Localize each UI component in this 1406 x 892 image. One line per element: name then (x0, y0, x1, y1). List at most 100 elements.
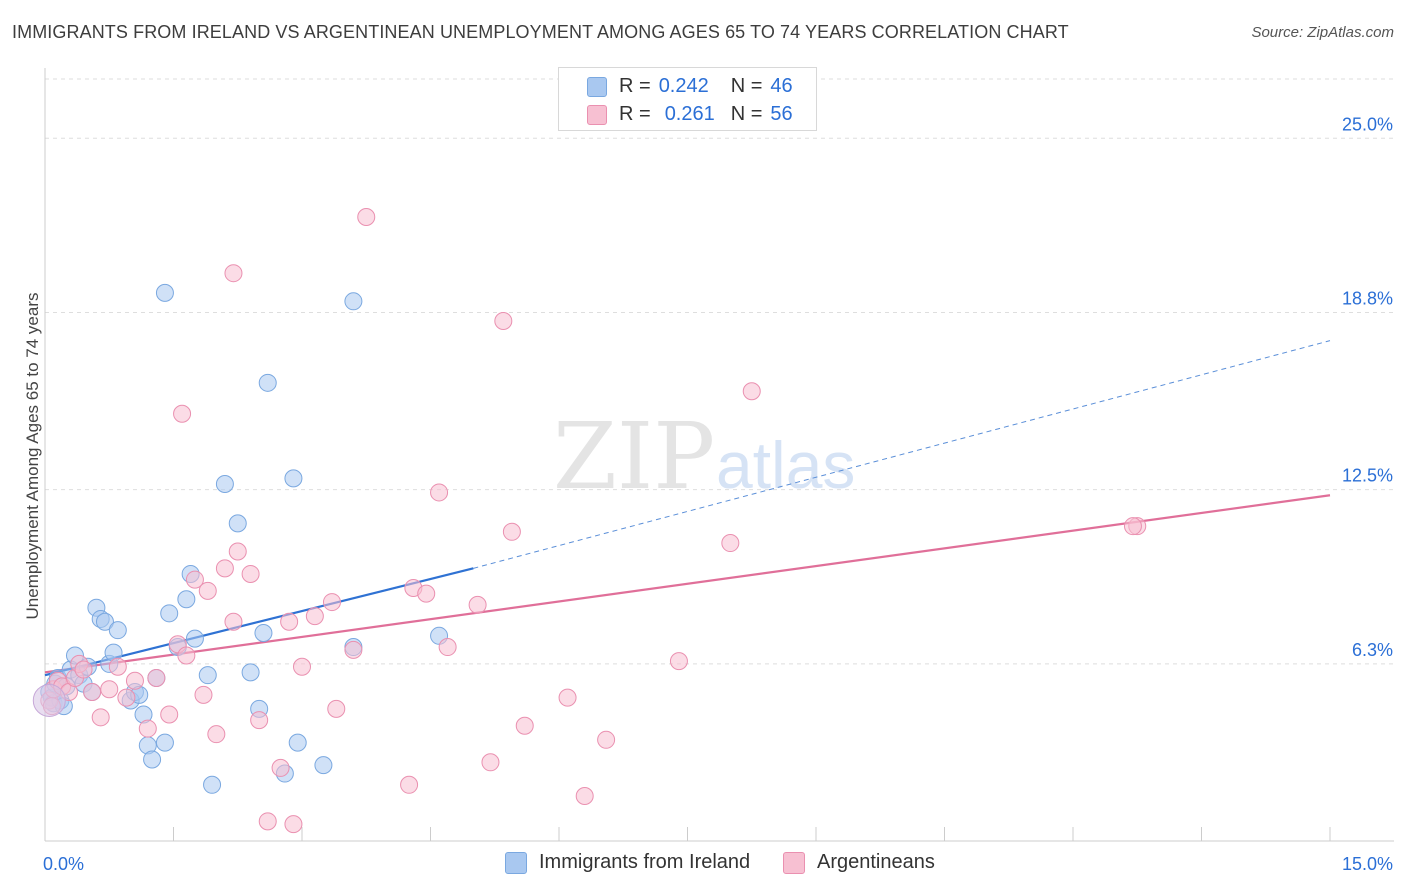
data-point-argentineans (215, 559, 234, 578)
data-point-argentineans (194, 685, 213, 704)
data-point-argentineans (74, 660, 93, 679)
data-point-ireland (254, 623, 273, 642)
data-point-ireland (314, 756, 333, 775)
legend-n-value: 56 (770, 102, 793, 125)
data-point-argentineans (575, 787, 594, 806)
data-point-argentineans (100, 680, 119, 699)
data-point-argentineans (280, 612, 299, 631)
legend-r-value: 0.261 (664, 102, 715, 125)
data-point-argentineans (160, 705, 179, 724)
data-point-argentineans (258, 812, 277, 831)
watermark-atlas: atlas (716, 428, 855, 502)
x-tick-labels: 0.0% 15.0% (43, 854, 1393, 874)
data-point-argentineans (185, 570, 204, 589)
trend-line-argentineans (44, 494, 1331, 674)
data-point-argentineans (91, 708, 110, 727)
x-tick-label: 15.0% (1342, 854, 1393, 874)
y-tick-label: 25.0% (1342, 114, 1393, 134)
watermark-zip: ZIP (553, 403, 715, 510)
data-point-ireland (344, 292, 363, 311)
data-point-argentineans (344, 640, 363, 659)
y-tick-label: 18.8% (1342, 289, 1393, 309)
data-point-argentineans (83, 683, 102, 702)
bottom-legend-swatch-argentineans (783, 851, 805, 874)
data-point-cluster (32, 683, 66, 717)
data-point-ireland (185, 629, 204, 648)
data-point-ireland (160, 604, 179, 623)
data-point-ireland (228, 514, 247, 533)
data-point-argentineans (284, 815, 303, 834)
legend-row-ireland: R = 0.242 N = 46 (619, 73, 793, 99)
data-point-ireland (203, 775, 222, 794)
chart-source: Source: ZipAtlas.com (1251, 24, 1394, 41)
legend-n-label: N = (730, 74, 763, 97)
data-point-argentineans (597, 730, 616, 749)
y-tick-label: 12.5% (1342, 466, 1393, 486)
data-point-argentineans (438, 638, 457, 657)
bottom-legend-swatch-ireland (505, 851, 527, 874)
data-point-argentineans (117, 688, 136, 707)
data-point-ireland (177, 590, 196, 609)
legend-r-label: R = (619, 102, 651, 125)
data-point-ireland (288, 733, 307, 752)
data-point-ireland (95, 612, 114, 631)
data-point-argentineans (481, 753, 500, 772)
data-point-argentineans (125, 671, 144, 690)
data-point-argentineans (271, 758, 290, 777)
legend-row-argentineans: R = 0.261 N = 56 (619, 101, 793, 127)
y-tick-label: 6.3% (1352, 640, 1393, 660)
legend-n-label: N = (730, 102, 763, 125)
bottom-legend-argentineans: Argentineans (783, 851, 935, 874)
data-point-argentineans (293, 657, 311, 676)
data-point-ireland (108, 621, 127, 640)
data-point-ireland (215, 475, 234, 494)
data-point-argentineans (515, 716, 534, 735)
data-point-argentineans (108, 657, 127, 676)
data-point-argentineans (742, 382, 761, 401)
data-point-argentineans (558, 688, 577, 707)
y-axis-label: Unemployment Among Ages 65 to 74 years (23, 293, 42, 620)
data-point-argentineans (468, 595, 487, 614)
data-points (32, 207, 1147, 834)
data-point-argentineans (417, 584, 436, 603)
data-point-argentineans (177, 646, 196, 665)
data-point-argentineans (327, 699, 346, 718)
bottom-legend-label-argentineans: Argentineans (817, 851, 935, 873)
data-point-ireland (155, 733, 174, 752)
data-point-ireland (198, 666, 217, 685)
data-point-argentineans (207, 725, 226, 744)
data-point-argentineans (721, 534, 740, 553)
legend-r-label: R = (619, 74, 651, 97)
legend-r-value: 0.242 (658, 74, 709, 97)
data-point-ireland (143, 750, 162, 769)
data-point-ireland (258, 373, 277, 392)
data-point-argentineans (224, 612, 243, 631)
data-point-argentineans (228, 542, 247, 561)
y-tick-labels: 6.3% 12.5% 18.8% 25.0% (1342, 114, 1393, 660)
data-point-argentineans (241, 564, 260, 583)
data-point-ireland (241, 663, 260, 682)
data-point-argentineans (305, 607, 324, 626)
axes (44, 68, 1394, 842)
watermark: ZIP atlas (553, 403, 855, 510)
chart-title: IMMIGRANTS FROM IRELAND VS ARGENTINEAN U… (12, 22, 1069, 42)
legend: R = 0.242 N = 46 R = 0.261 N = 56 (558, 67, 817, 131)
data-point-argentineans (147, 668, 166, 687)
data-point-argentineans (357, 207, 376, 226)
data-point-argentineans (669, 652, 688, 671)
data-point-argentineans (502, 522, 521, 541)
data-point-argentineans (430, 483, 449, 502)
data-point-ireland (155, 283, 174, 302)
data-point-argentineans (224, 264, 243, 283)
data-point-argentineans (400, 775, 419, 794)
data-point-argentineans (250, 711, 269, 730)
trend-line-ireland-extrapolated (473, 340, 1331, 569)
bottom-legend-label-ireland: Immigrants from Ireland (539, 851, 751, 873)
data-point-argentineans (198, 581, 217, 600)
legend-n-value: 46 (770, 74, 793, 97)
data-point-ireland (284, 469, 303, 488)
legend-swatch-argentineans (587, 105, 607, 125)
data-point-argentineans (173, 404, 192, 423)
bottom-legend-ireland: Immigrants from Ireland (505, 851, 750, 874)
